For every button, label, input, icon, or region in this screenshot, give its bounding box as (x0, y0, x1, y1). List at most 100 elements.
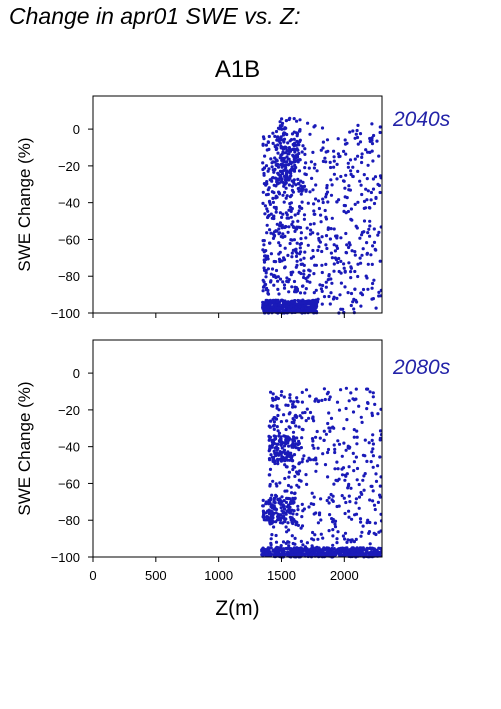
data-point (275, 300, 279, 304)
data-point (268, 436, 272, 440)
data-point (339, 236, 343, 240)
data-point (295, 520, 299, 525)
data-point (362, 488, 366, 492)
data-point (336, 152, 340, 156)
data-point (299, 237, 303, 241)
data-point (261, 201, 265, 205)
data-point (356, 549, 360, 553)
data-point (312, 291, 316, 295)
data-point (324, 432, 328, 436)
data-point (263, 154, 267, 158)
data-point (367, 227, 371, 231)
data-point (302, 269, 306, 273)
data-point (271, 398, 275, 402)
data-point (288, 116, 292, 120)
data-point (278, 306, 283, 310)
data-point (358, 132, 363, 136)
data-point (279, 459, 283, 463)
data-point (269, 308, 273, 312)
data-point (300, 390, 304, 394)
data-point (302, 454, 306, 458)
data-point (264, 257, 268, 262)
data-point (328, 160, 332, 164)
data-point (360, 530, 364, 534)
data-point (294, 247, 298, 251)
data-point (295, 259, 299, 263)
data-point (308, 458, 313, 462)
data-point (344, 474, 348, 478)
data-point (272, 233, 277, 238)
data-point (298, 552, 302, 557)
data-point (313, 552, 317, 557)
data-point (347, 515, 351, 519)
data-point (321, 547, 325, 551)
data-point (335, 504, 339, 509)
data-point (332, 482, 336, 486)
data-point (358, 517, 363, 521)
data-point (325, 183, 329, 188)
data-point (296, 219, 300, 223)
data-point (261, 504, 265, 508)
data-point (371, 454, 375, 458)
data-point (347, 261, 351, 265)
data-point (325, 498, 329, 503)
data-point (343, 511, 347, 516)
data-point (341, 534, 345, 538)
data-point (272, 283, 276, 287)
data-point (326, 278, 330, 282)
data-point (316, 199, 321, 203)
data-point (288, 505, 292, 509)
data-point (347, 465, 351, 469)
data-point (292, 279, 297, 284)
data-point (265, 207, 269, 211)
data-point (270, 533, 274, 537)
data-point (357, 482, 361, 487)
data-point (335, 537, 339, 541)
data-point (348, 243, 352, 247)
data-point (347, 184, 351, 188)
panel-2080s-y-tick-label: −100 (51, 550, 80, 565)
data-point (295, 134, 299, 138)
panel-2080s-points (260, 386, 382, 559)
data-point (330, 183, 334, 187)
data-point (271, 479, 275, 483)
data-point (281, 515, 285, 519)
data-point (368, 520, 372, 525)
data-point (283, 174, 287, 178)
data-point (295, 415, 299, 419)
data-point (307, 273, 311, 277)
data-point (280, 177, 284, 181)
data-point (325, 190, 330, 194)
data-point (379, 433, 382, 437)
data-point (378, 484, 382, 488)
data-point (292, 157, 296, 161)
data-point (269, 157, 273, 161)
data-point (281, 456, 285, 460)
data-point (355, 478, 359, 482)
data-point (326, 475, 330, 479)
data-point (345, 141, 349, 145)
data-point (283, 444, 287, 448)
data-point (349, 291, 354, 296)
data-point (312, 495, 316, 499)
data-point (284, 546, 288, 551)
data-point (266, 291, 270, 295)
data-point (370, 142, 375, 146)
data-point (352, 428, 356, 432)
data-point (281, 232, 285, 236)
data-point (291, 500, 295, 505)
data-point (276, 143, 280, 147)
data-point (371, 244, 375, 248)
data-point (336, 439, 340, 443)
data-point (313, 263, 317, 267)
data-point (291, 402, 295, 406)
data-point (284, 181, 288, 185)
data-point (327, 496, 331, 500)
data-point (377, 230, 381, 234)
data-point (354, 455, 358, 459)
data-point (329, 178, 333, 182)
data-point (353, 269, 357, 274)
data-point (338, 154, 342, 158)
data-point (268, 458, 272, 462)
data-point (263, 307, 267, 311)
